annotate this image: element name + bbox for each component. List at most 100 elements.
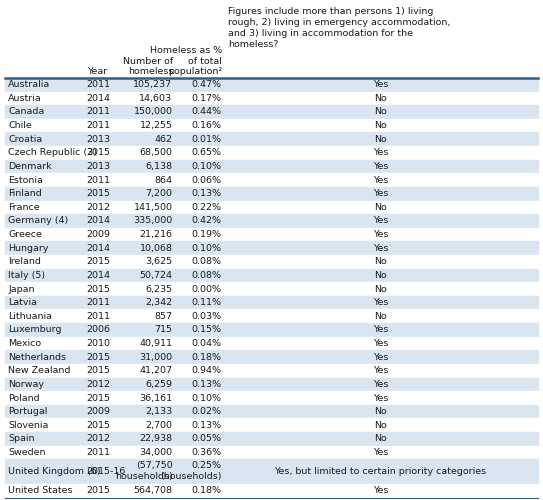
Text: 0.04%: 0.04% — [192, 339, 222, 348]
Bar — [5, 268, 538, 282]
Bar — [5, 460, 538, 484]
Bar — [5, 282, 538, 296]
Text: 2011: 2011 — [86, 312, 110, 321]
Text: Mexico: Mexico — [8, 339, 41, 348]
Text: Lithuania: Lithuania — [8, 312, 52, 321]
Text: 2015: 2015 — [86, 394, 110, 402]
Text: 2015: 2015 — [86, 148, 110, 158]
Text: Yes: Yes — [373, 486, 388, 495]
Text: 0.19%: 0.19% — [192, 230, 222, 239]
Text: 31,000: 31,000 — [140, 352, 173, 362]
Text: 0.03%: 0.03% — [191, 312, 222, 321]
Text: 36,161: 36,161 — [140, 394, 173, 402]
Text: 2015-16: 2015-16 — [86, 467, 126, 476]
Text: 6,259: 6,259 — [146, 380, 173, 389]
Text: Yes: Yes — [373, 448, 388, 457]
Text: Denmark: Denmark — [8, 162, 52, 171]
Text: 0.08%: 0.08% — [192, 258, 222, 266]
Text: Croatia: Croatia — [8, 134, 42, 143]
Text: 2011: 2011 — [86, 176, 110, 184]
Text: 0.18%: 0.18% — [192, 352, 222, 362]
Text: 2010: 2010 — [86, 339, 110, 348]
Text: 68,500: 68,500 — [140, 148, 173, 158]
Text: United States: United States — [8, 486, 73, 495]
Text: 0.22%: 0.22% — [192, 203, 222, 212]
Text: 715: 715 — [154, 326, 173, 334]
Text: 0.00%: 0.00% — [192, 284, 222, 294]
Text: 34,000: 34,000 — [140, 448, 173, 457]
Bar — [5, 418, 538, 432]
Text: 0.65%: 0.65% — [192, 148, 222, 158]
Text: 2015: 2015 — [86, 284, 110, 294]
Text: 857: 857 — [154, 312, 173, 321]
Text: 0.47%: 0.47% — [192, 80, 222, 89]
Text: 0.10%: 0.10% — [192, 162, 222, 171]
Text: 2006: 2006 — [86, 326, 110, 334]
Text: Yes: Yes — [373, 162, 388, 171]
Text: Slovenia: Slovenia — [8, 421, 48, 430]
Text: 0.15%: 0.15% — [192, 326, 222, 334]
Text: Japan: Japan — [8, 284, 35, 294]
Text: Yes: Yes — [373, 148, 388, 158]
Text: Portugal: Portugal — [8, 407, 48, 416]
Text: Luxemburg: Luxemburg — [8, 326, 62, 334]
Text: 21,216: 21,216 — [140, 230, 173, 239]
Text: Latvia: Latvia — [8, 298, 37, 307]
Text: Germany (4): Germany (4) — [8, 216, 68, 226]
Text: 7,200: 7,200 — [146, 189, 173, 198]
Bar — [5, 323, 538, 336]
Text: United Kingdom (6): United Kingdom (6) — [8, 467, 100, 476]
Text: 0.02%: 0.02% — [192, 407, 222, 416]
Bar — [5, 432, 538, 446]
Text: Yes: Yes — [373, 230, 388, 239]
Text: 0.11%: 0.11% — [192, 298, 222, 307]
Text: 12,255: 12,255 — [140, 121, 173, 130]
Text: 2013: 2013 — [86, 134, 110, 143]
Bar — [5, 200, 538, 214]
Bar — [5, 174, 538, 187]
Text: Yes: Yes — [373, 380, 388, 389]
Text: Ireland: Ireland — [8, 258, 41, 266]
Text: No: No — [374, 434, 387, 444]
Text: 0.18%: 0.18% — [192, 486, 222, 495]
Text: Yes: Yes — [373, 298, 388, 307]
Text: 0.13%: 0.13% — [191, 189, 222, 198]
Text: 10,068: 10,068 — [140, 244, 173, 252]
Text: No: No — [374, 421, 387, 430]
Bar — [5, 405, 538, 418]
Text: 2015: 2015 — [86, 421, 110, 430]
Text: Spain: Spain — [8, 434, 35, 444]
Text: Chile: Chile — [8, 121, 32, 130]
Text: 0.44%: 0.44% — [192, 108, 222, 116]
Text: 0.13%: 0.13% — [191, 380, 222, 389]
Text: Yes: Yes — [373, 326, 388, 334]
Text: No: No — [374, 312, 387, 321]
Text: 6,138: 6,138 — [146, 162, 173, 171]
Text: 2009: 2009 — [86, 407, 110, 416]
Text: (57,750
households): (57,750 households) — [115, 462, 173, 481]
Text: 2,133: 2,133 — [145, 407, 173, 416]
Text: Canada: Canada — [8, 108, 45, 116]
Text: 2015: 2015 — [86, 486, 110, 495]
Text: 40,911: 40,911 — [140, 339, 173, 348]
Text: 2009: 2009 — [86, 230, 110, 239]
Text: 22,938: 22,938 — [140, 434, 173, 444]
Text: 2015: 2015 — [86, 258, 110, 266]
Bar — [5, 160, 538, 173]
Text: 0.01%: 0.01% — [192, 134, 222, 143]
Text: No: No — [374, 407, 387, 416]
Text: 2011: 2011 — [86, 108, 110, 116]
Text: Yes: Yes — [373, 339, 388, 348]
Text: 3,625: 3,625 — [146, 258, 173, 266]
Text: 2,342: 2,342 — [146, 298, 173, 307]
Text: 2011: 2011 — [86, 80, 110, 89]
Text: Yes: Yes — [373, 176, 388, 184]
Text: 2,700: 2,700 — [146, 421, 173, 430]
Text: 150,000: 150,000 — [134, 108, 173, 116]
Text: 2011: 2011 — [86, 298, 110, 307]
Text: 0.13%: 0.13% — [191, 421, 222, 430]
Bar — [5, 336, 538, 350]
Bar — [5, 146, 538, 160]
Bar — [5, 484, 538, 498]
Text: 2015: 2015 — [86, 189, 110, 198]
